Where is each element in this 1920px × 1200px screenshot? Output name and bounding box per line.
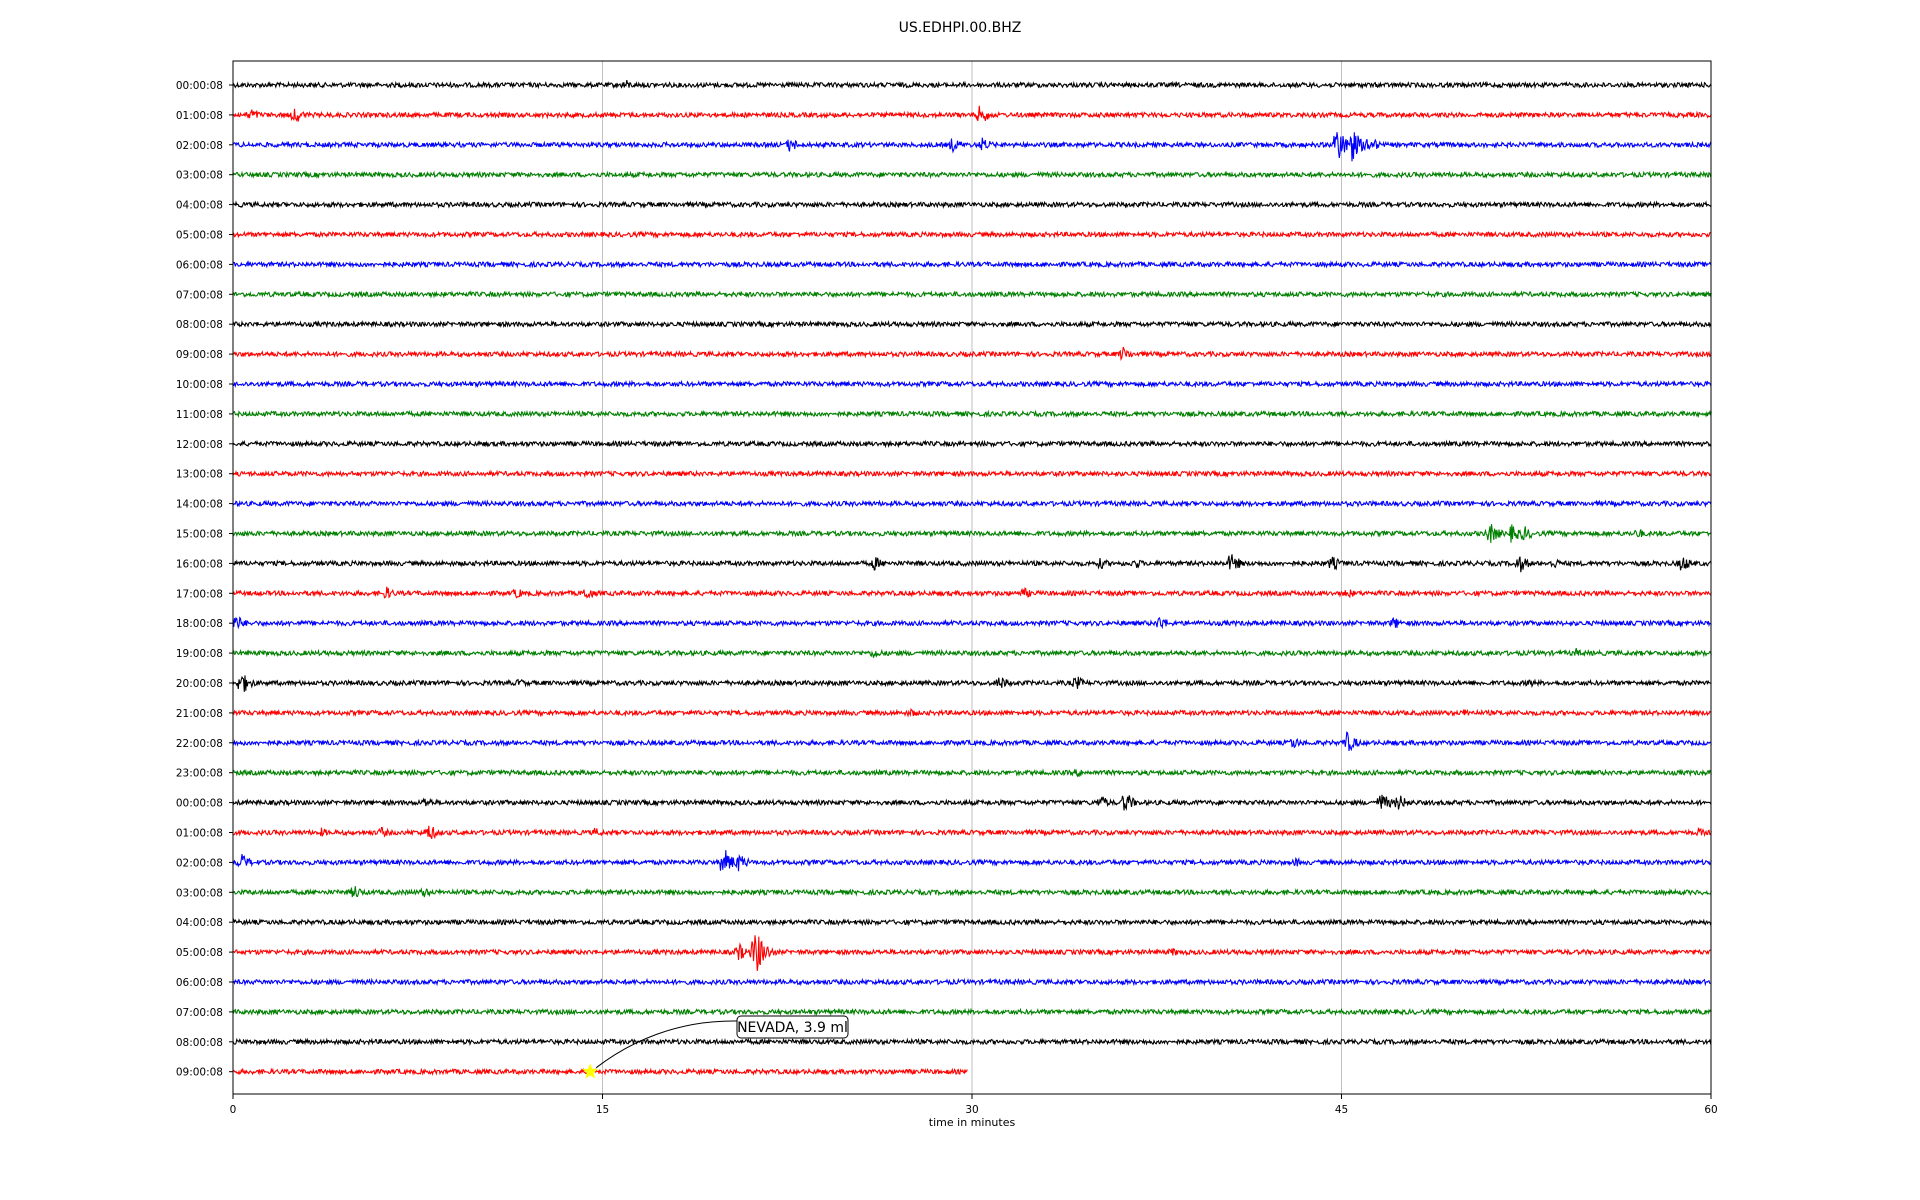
seismic-trace [232, 200, 1712, 209]
event-annotations: NEVADA, 3.9 ml [582, 1015, 849, 1079]
seismic-trace [232, 260, 1712, 269]
x-tick-label: 45 [1335, 1104, 1348, 1116]
row-time-label: 02:00:08 [176, 140, 223, 152]
seismic-trace [232, 499, 1712, 509]
seismic-trace [232, 469, 1712, 479]
x-tick-label: 30 [965, 1104, 978, 1116]
row-time-label: 00:00:08 [176, 798, 223, 810]
seismic-trace [232, 825, 1712, 840]
seismic-trace [232, 79, 1712, 90]
row-time-label: 17:00:08 [176, 588, 223, 600]
seismic-trace [232, 616, 1712, 630]
row-time-label: 01:00:08 [176, 828, 223, 840]
row-time-label: 03:00:08 [176, 170, 223, 182]
seismic-trace [232, 648, 1712, 659]
row-time-label: 18:00:08 [176, 618, 223, 630]
row-time-label: 15:00:08 [176, 529, 223, 541]
seismic-trace [232, 105, 1712, 123]
row-time-label: 06:00:08 [176, 977, 223, 989]
row-time-label: 14:00:08 [176, 499, 223, 511]
seismic-trace [232, 170, 1712, 180]
row-time-label: 06:00:08 [176, 259, 223, 271]
seismic-trace [232, 768, 1712, 778]
row-time-label: 07:00:08 [176, 1007, 223, 1019]
row-time-label: 01:00:08 [176, 110, 223, 122]
seismic-trace [232, 675, 1712, 692]
row-time-label: 21:00:08 [176, 708, 223, 720]
row-time-label: 20:00:08 [176, 678, 223, 690]
row-time-label: 22:00:08 [176, 738, 223, 750]
row-time-label: 03:00:08 [176, 887, 223, 899]
row-time-label: 08:00:08 [176, 1037, 223, 1049]
row-time-label: 02:00:08 [176, 857, 223, 869]
x-tick-label: 0 [230, 1104, 237, 1116]
seismic-trace [232, 439, 1712, 449]
row-time-label: 12:00:08 [176, 439, 223, 451]
event-star-marker [582, 1063, 599, 1079]
seismic-trace [232, 731, 1712, 752]
seismic-trace [232, 379, 1712, 389]
row-time-label: 10:00:08 [176, 379, 223, 391]
seismic-trace [232, 886, 1712, 898]
seismic-traces [232, 79, 1712, 1077]
x-tick-label: 15 [596, 1104, 609, 1116]
seismic-trace [232, 586, 1712, 599]
seismic-trace [232, 132, 1712, 162]
seismic-trace [232, 289, 1712, 299]
seismic-trace [232, 1037, 1712, 1047]
grid-lines [602, 61, 1342, 1094]
seismic-trace [232, 1007, 1712, 1017]
seismic-trace [232, 230, 1712, 239]
seismic-trace [232, 935, 1712, 971]
x-axis-label: time in minutes [929, 1116, 1016, 1129]
row-time-label: 19:00:08 [176, 648, 223, 660]
annotation-label: NEVADA, 3.9 ml [737, 1020, 848, 1036]
row-time-label: 09:00:08 [176, 1067, 223, 1079]
x-axis-ticks: 0 15 30 45 60 [230, 1094, 1718, 1116]
row-time-label: 05:00:08 [176, 230, 223, 242]
row-time-labels: 00:00:08 01:00:08 02:00:08 03:00:08 04:00:08… [176, 80, 233, 1079]
row-time-label: 00:00:08 [176, 80, 223, 92]
seismic-trace [232, 409, 1712, 419]
seismic-trace [232, 794, 1712, 811]
seismic-trace [232, 554, 1712, 573]
row-time-label: 13:00:08 [176, 469, 223, 481]
seismic-trace [232, 707, 1712, 718]
seismic-trace [232, 1067, 968, 1077]
seismic-trace [232, 977, 1712, 987]
annotation-box [736, 1015, 849, 1039]
chart-title: US.EDHPI.00.BHZ [898, 20, 1022, 36]
annotation-connector [595, 1020, 738, 1069]
seismic-trace [232, 346, 1712, 362]
row-time-label: 09:00:08 [176, 349, 223, 361]
seismic-trace [232, 524, 1712, 543]
x-tick-label: 60 [1704, 1104, 1717, 1116]
seismic-trace [232, 917, 1712, 927]
seismic-trace [232, 850, 1712, 872]
row-time-label: 23:00:08 [176, 768, 223, 780]
row-time-label: 07:00:08 [176, 289, 223, 301]
row-time-label: 05:00:08 [176, 947, 223, 959]
row-time-label: 04:00:08 [176, 200, 223, 212]
row-time-label: 11:00:08 [176, 409, 223, 421]
row-time-label: 16:00:08 [176, 558, 223, 570]
row-time-label: 08:00:08 [176, 319, 223, 331]
row-time-label: 04:00:08 [176, 917, 223, 929]
seismic-trace [232, 319, 1712, 329]
